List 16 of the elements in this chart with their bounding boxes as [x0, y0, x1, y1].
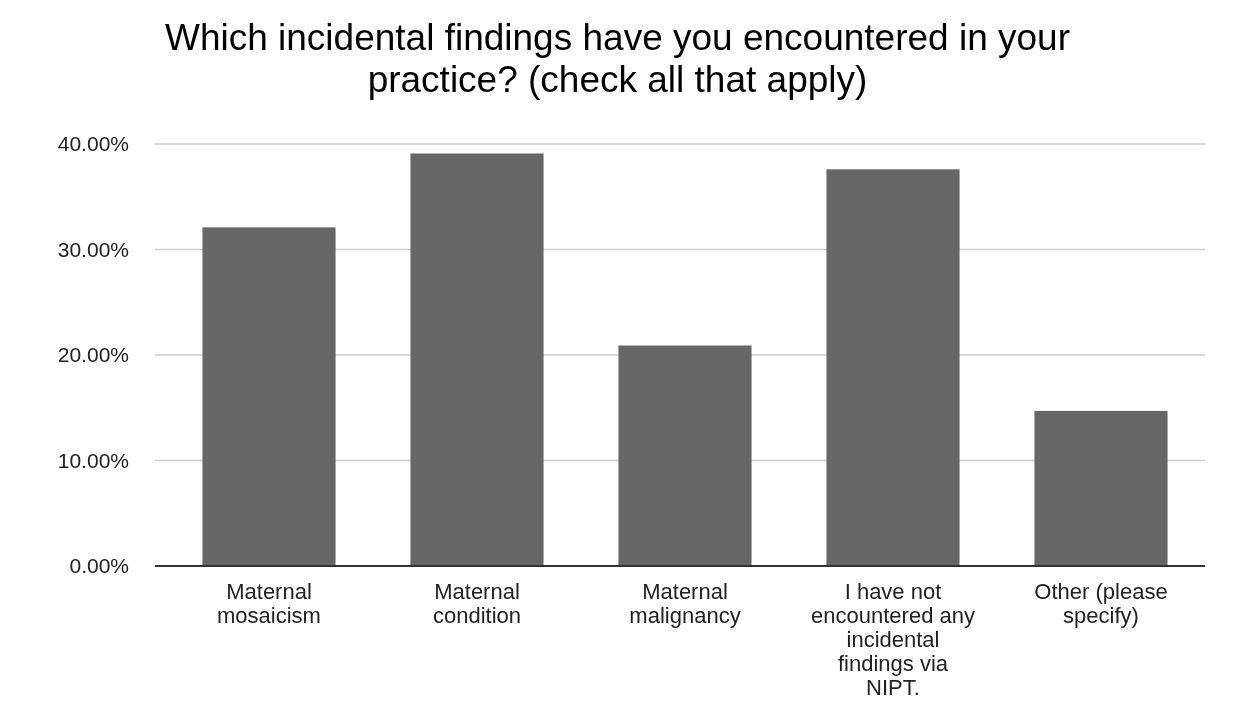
x-tick-label: Maternal malignancy: [629, 579, 741, 628]
x-tick-label: Maternal mosaicism: [217, 579, 321, 628]
y-tick-label: 10.00%: [57, 448, 129, 472]
x-tick-label: Maternal condition: [432, 579, 522, 628]
y-tick-label: 0.00%: [69, 554, 129, 578]
x-tick-label: Other (please specify): [1034, 579, 1168, 628]
bar: [1034, 410, 1168, 566]
y-tick-label: 30.00%: [57, 237, 129, 261]
bar: [826, 169, 960, 566]
bar: [202, 227, 336, 566]
y-tick-label: 20.00%: [57, 343, 129, 367]
chart-title: Which incidental findings have you encountered in your practice? (check all that apply): [164, 17, 1071, 100]
y-tick-label: 40.00%: [57, 132, 129, 156]
x-tick-label: I have not encountered any incidental findings via NIPT.: [811, 579, 975, 700]
bar: [410, 153, 544, 566]
bar: [618, 345, 752, 566]
